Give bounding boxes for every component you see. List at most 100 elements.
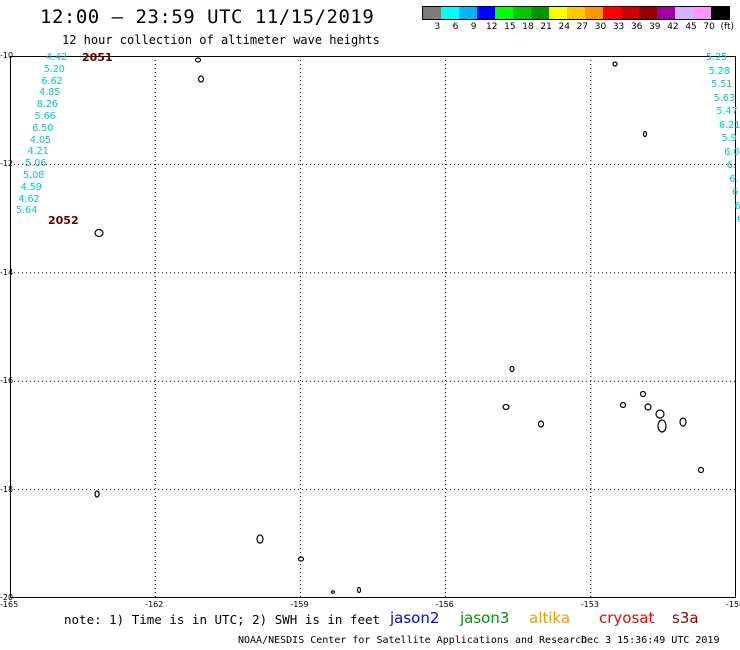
wave-height-value: 6	[732, 187, 739, 198]
island-outline	[94, 228, 104, 238]
island-outline	[679, 417, 687, 427]
wave-height-value: 5.08	[23, 170, 45, 181]
island-outline	[655, 409, 665, 419]
colorbar-label: (ft)	[720, 22, 735, 32]
wave-height-value: 4.21	[27, 146, 49, 158]
latitude-label: -12	[0, 159, 14, 169]
wave-height-value: 5.06	[25, 158, 47, 170]
footnote: note: 1) Time is in UTC; 2) SWH is in fe…	[64, 612, 381, 627]
wave-height-value: 6.21	[719, 119, 740, 131]
colorbar-label: 30	[594, 22, 607, 32]
colorbar-swatch	[423, 7, 441, 19]
island-outline	[642, 130, 648, 138]
colorbar-swatch	[693, 7, 711, 19]
wave-height-value: 4.62	[18, 193, 40, 205]
wave-height-value: 5.64	[16, 205, 38, 217]
latitude-label: -14	[0, 267, 14, 277]
colorbar-swatch	[585, 7, 603, 19]
latitude-label: -10	[0, 51, 14, 60]
island-outline	[356, 586, 362, 594]
colorbar-label: 70	[703, 22, 715, 32]
island-outline	[297, 556, 305, 562]
pass-number-label: 2051	[82, 51, 113, 64]
colorbar-label: 15	[504, 22, 516, 32]
island-outline	[657, 419, 667, 433]
figure-subtitle: 12 hour collection of altimeter wave hei…	[62, 33, 380, 47]
island-outline	[644, 403, 652, 411]
wave-height-value: 6.	[729, 173, 739, 185]
colorbar-swatch	[621, 7, 639, 19]
map-border	[10, 56, 736, 598]
colorbar-label: 39	[649, 22, 661, 32]
longitude-label: -153	[580, 600, 599, 609]
longitude-label: -150	[726, 600, 740, 609]
colorbar-tick-labels: 3 6 9 12 15 18 21 24 27 30 33 36 39 42 45 70 (ft)	[422, 22, 737, 34]
wave-height-value: 6	[734, 200, 740, 212]
figure-title: 12:00 – 23:59 UTC 11/15/2019	[40, 6, 375, 28]
island-outline	[509, 365, 515, 373]
wave-height-value: 6	[737, 214, 740, 225]
colorbar-label: 21	[540, 22, 552, 32]
island-outline	[537, 420, 545, 428]
altimeter-track-map	[10, 56, 736, 598]
island-outline	[697, 466, 705, 474]
latitude-label: -16	[0, 376, 14, 386]
wave-height-value: 5.25	[706, 52, 728, 63]
colorbar-label: 3	[434, 22, 441, 32]
latitude-label: -20	[0, 593, 14, 602]
colorbar-swatch	[675, 7, 693, 19]
wave-height-value: 5.47	[716, 106, 738, 117]
pass-number-label: 2052	[48, 214, 79, 227]
longitude-label: -156	[435, 600, 454, 609]
wave-height-value: 4.42	[46, 52, 68, 63]
satellite-legend-item: jason2	[390, 609, 440, 627]
colorbar-swatch	[477, 7, 495, 19]
wave-height-value: 5.28	[708, 65, 730, 77]
wave-height-value: 4.85	[39, 87, 61, 99]
colorbar-label: 42	[667, 22, 679, 32]
colorbar-swatch	[711, 7, 729, 19]
colorbar-label: 33	[612, 22, 625, 32]
wave-height-value: 4.59	[20, 181, 42, 193]
wave-height-value: 6.0	[724, 146, 740, 158]
colorbar-label: 18	[522, 22, 534, 32]
colorbar-swatch	[657, 7, 675, 19]
island-outline	[612, 61, 618, 67]
wave-height-value: 5.20	[43, 63, 65, 75]
latitude-label: -18	[0, 484, 14, 494]
wave-height-value: 5.9	[721, 133, 737, 144]
wave-height-value: 6.50	[32, 122, 54, 134]
island-outline	[639, 390, 647, 398]
wave-height-value: 5.51	[711, 79, 733, 90]
colorbar-swatch	[441, 7, 459, 19]
colorbar-label: 24	[558, 22, 570, 32]
colorbar-swatch	[639, 7, 657, 19]
satellite-legend-item: s3a	[672, 609, 699, 627]
wave-height-value: 6.62	[41, 75, 63, 87]
island-outline	[197, 75, 205, 83]
island-outline	[619, 401, 627, 409]
wave-height-value: 8.26	[36, 99, 58, 111]
longitude-label: -165	[0, 600, 19, 609]
longitude-label: -162	[145, 600, 164, 609]
colorbar-swatch	[495, 7, 513, 19]
satellite-legend-item: jason3	[460, 609, 510, 627]
wave-height-value: 5.63	[713, 92, 735, 104]
satellite-legend-item: cryosat	[599, 609, 655, 627]
credit-line: NOAA/NESDIS Center for Satellite Applica…	[238, 635, 588, 646]
colorbar-swatch	[531, 7, 549, 19]
wave-height-value: 6.	[726, 160, 736, 171]
island-outline	[330, 590, 336, 594]
island-outline	[194, 57, 202, 63]
colorbar-label: 36	[630, 22, 643, 32]
colorbar-swatch	[567, 7, 585, 19]
longitude-label: -159	[290, 600, 309, 609]
island-outline	[256, 534, 264, 544]
colorbar-label: 27	[576, 22, 589, 32]
wave-height-value: 4.05	[29, 134, 52, 146]
colorbar-label: 45	[685, 22, 697, 32]
colorbar-label: 6	[452, 22, 459, 32]
colorbar-swatch	[549, 7, 567, 19]
satellite-legend-item: altika	[529, 609, 571, 627]
